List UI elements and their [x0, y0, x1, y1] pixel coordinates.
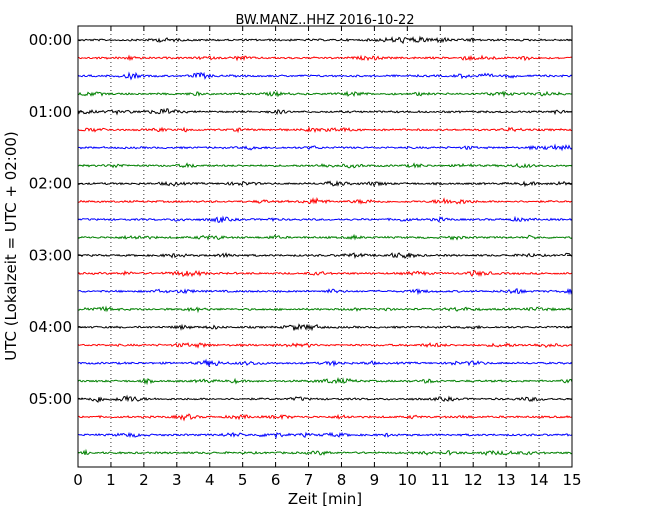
x-tick-label-14: 14 [530, 471, 549, 489]
grid-lines [110, 26, 540, 467]
y-tick-label-01:00: 01:00 [29, 103, 72, 121]
y-tick-label-03:00: 03:00 [29, 246, 72, 264]
trace-0145 [77, 162, 573, 169]
trace-0430 [77, 358, 573, 368]
x-tick-label-4: 4 [205, 471, 215, 489]
trace-0045 [77, 90, 573, 98]
trace-0415 [77, 342, 573, 349]
x-axis: 0 1 2 3 4 5 6 7 8 9 10 11 12 13 14 15 [73, 26, 582, 489]
trace-0230 [77, 215, 573, 223]
trace-0345 [77, 305, 573, 314]
x-tick-label-3: 3 [172, 471, 182, 489]
trace-0445 [77, 376, 573, 386]
y-tick-label-04:00: 04:00 [29, 318, 72, 336]
trace-0315 [77, 270, 573, 278]
trace-0500 [77, 394, 573, 403]
x-tick-label-15: 15 [562, 471, 581, 489]
trace-0015 [77, 54, 573, 62]
x-tick-label-0: 0 [73, 471, 83, 489]
plot-frame [77, 25, 573, 468]
y-tick-label-05:00: 05:00 [29, 390, 72, 408]
chart-title: BW.MANZ..HHZ 2016-10-22 [235, 13, 414, 28]
trace-0200 [77, 180, 573, 188]
trace-0400 [77, 323, 573, 332]
trace-0130 [77, 143, 573, 152]
y-tick-label-00:00: 00:00 [29, 31, 72, 49]
x-tick-label-2: 2 [139, 471, 149, 489]
x-tick-label-7: 7 [304, 471, 314, 489]
trace-0300 [77, 252, 573, 259]
x-tick-label-1: 1 [106, 471, 116, 489]
trace-0245 [77, 233, 573, 241]
x-tick-label-11: 11 [431, 471, 450, 489]
trace-0515 [77, 413, 573, 422]
x-tick-label-10: 10 [398, 471, 417, 489]
x-tick-label-8: 8 [337, 471, 347, 489]
trace-0215 [77, 197, 573, 205]
y-axis-label: UTC (Lokalzeit = UTC + 02:00) [2, 131, 20, 361]
trace-0000 [77, 35, 573, 45]
y-tick-label-02:00: 02:00 [29, 175, 72, 193]
trace-0330 [77, 287, 573, 296]
x-tick-label-6: 6 [271, 471, 281, 489]
trace-0030 [77, 71, 573, 81]
x-tick-label-12: 12 [464, 471, 483, 489]
trace-0530 [77, 431, 573, 440]
x-axis-label: Zeit [min] [288, 490, 362, 508]
trace-0115 [77, 125, 573, 134]
x-tick-label-5: 5 [238, 471, 248, 489]
trace-0100 [77, 108, 573, 116]
traces [77, 35, 573, 456]
x-tick-label-9: 9 [370, 471, 380, 489]
x-tick-label-13: 13 [497, 471, 516, 489]
y-axis: 00:00 01:00 02:00 03:00 04:00 05:00 [29, 31, 572, 408]
trace-0545 [77, 448, 573, 456]
